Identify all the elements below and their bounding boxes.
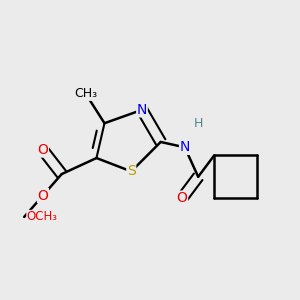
Text: S: S bbox=[127, 164, 136, 178]
Text: OCH₃: OCH₃ bbox=[27, 210, 58, 224]
Text: CH₃: CH₃ bbox=[74, 87, 97, 100]
Text: O: O bbox=[38, 143, 48, 157]
Text: O: O bbox=[38, 188, 48, 203]
Text: N: N bbox=[137, 103, 147, 117]
Text: H: H bbox=[194, 117, 203, 130]
Text: O: O bbox=[177, 191, 188, 205]
Text: N: N bbox=[180, 140, 190, 154]
